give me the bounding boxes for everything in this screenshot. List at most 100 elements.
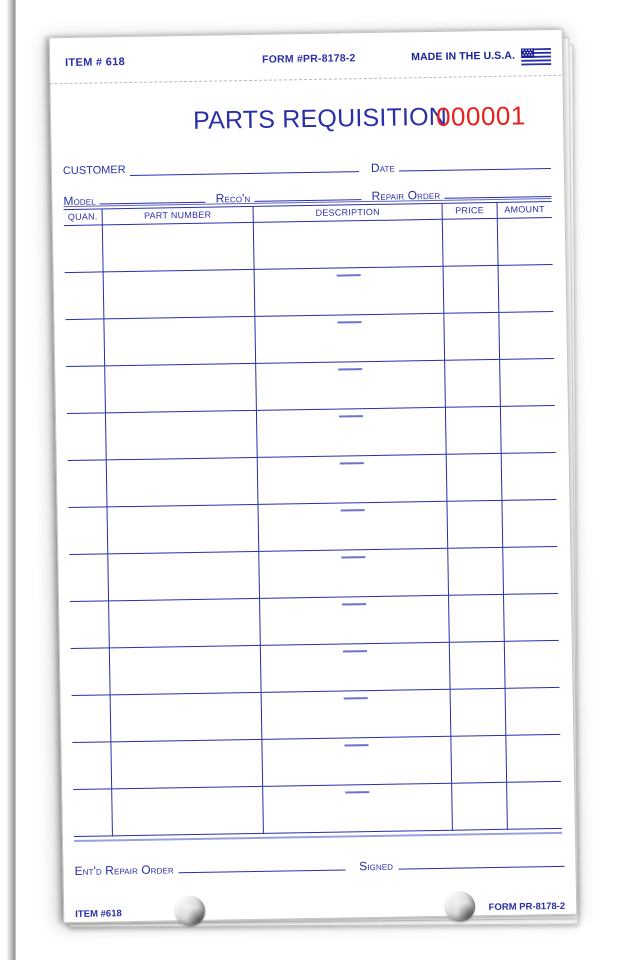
cell-price[interactable] [442, 218, 499, 267]
cell-description[interactable] [257, 501, 448, 552]
cell-description[interactable] [261, 736, 452, 787]
header-item-number: ITEM # 618 [65, 56, 126, 70]
cell-part-number[interactable] [107, 551, 260, 601]
description-dash [344, 744, 369, 747]
cell-part-number[interactable] [111, 786, 264, 836]
description-dash [345, 791, 370, 794]
cell-price[interactable] [445, 406, 502, 455]
table-row [70, 640, 560, 696]
cell-quan[interactable] [65, 318, 105, 367]
table-row [73, 781, 562, 837]
cell-description[interactable] [253, 219, 444, 270]
cell-amount[interactable] [501, 499, 558, 548]
description-dash [339, 462, 364, 465]
cell-quan[interactable] [68, 506, 108, 555]
cell-quan[interactable] [66, 412, 107, 461]
date-label: Date [370, 160, 396, 175]
table-row [68, 499, 558, 555]
repair-order-input[interactable] [444, 185, 552, 199]
cell-amount[interactable] [505, 734, 562, 783]
cell-description[interactable] [255, 360, 446, 411]
cell-description[interactable] [262, 783, 453, 834]
cell-part-number[interactable] [105, 410, 258, 460]
cell-price[interactable] [451, 782, 508, 831]
parts-table: QUAN. PART NUMBER DESCRIPTION PRICE AMOU… [63, 201, 562, 837]
cell-description[interactable] [257, 454, 447, 505]
cell-price[interactable] [450, 735, 507, 784]
column-header-quan: QUAN. [63, 209, 103, 226]
table-row [65, 311, 555, 367]
cell-quan[interactable] [64, 271, 104, 320]
cell-part-number[interactable] [110, 692, 262, 742]
customer-input[interactable] [129, 161, 359, 176]
cell-price[interactable] [448, 594, 505, 643]
cell-amount[interactable] [505, 687, 561, 736]
cell-description[interactable] [254, 313, 445, 364]
cell-price[interactable] [447, 547, 504, 596]
cell-quan[interactable] [66, 365, 106, 414]
cell-amount[interactable] [499, 358, 555, 407]
table-row [64, 264, 554, 320]
cell-amount[interactable] [506, 781, 562, 830]
cell-description[interactable] [260, 642, 451, 693]
cell-quan[interactable] [70, 600, 110, 649]
cell-quan[interactable] [73, 788, 113, 837]
cell-part-number[interactable] [103, 269, 255, 319]
cell-description[interactable] [259, 595, 450, 646]
cell-part-number[interactable] [109, 645, 262, 695]
cell-quan[interactable] [69, 553, 109, 602]
cell-part-number[interactable] [104, 363, 257, 413]
cell-amount[interactable] [504, 640, 560, 689]
table-row [69, 546, 558, 602]
cell-price[interactable] [446, 453, 502, 502]
description-dash [340, 509, 365, 512]
cell-quan[interactable] [71, 694, 111, 743]
description-dash [343, 697, 368, 700]
cell-description[interactable] [261, 689, 451, 740]
cell-description[interactable] [256, 407, 447, 458]
description-dash [338, 368, 363, 371]
date-input[interactable] [398, 157, 551, 172]
cell-part-number[interactable] [102, 222, 255, 272]
table-row [66, 358, 555, 414]
left-edge-shadow [0, 0, 16, 960]
cell-price[interactable] [450, 688, 506, 737]
cell-part-number[interactable] [103, 316, 256, 366]
cell-amount[interactable] [497, 217, 553, 266]
cell-amount[interactable] [502, 546, 558, 595]
cell-amount[interactable] [503, 593, 559, 642]
form-topbar: ITEM # 618 FORM #PR-8178-2 MADE IN THE U… [49, 29, 562, 83]
cell-price[interactable] [443, 265, 499, 314]
cell-amount[interactable] [500, 405, 556, 454]
recon-input[interactable] [254, 189, 362, 202]
cell-amount[interactable] [498, 264, 554, 313]
cell-price[interactable] [443, 312, 500, 361]
model-input[interactable] [99, 191, 206, 205]
cell-amount[interactable] [501, 452, 557, 501]
cell-amount[interactable] [498, 311, 555, 360]
cell-part-number[interactable] [108, 598, 261, 648]
cell-part-number[interactable] [107, 504, 259, 554]
cell-quan[interactable] [63, 224, 104, 273]
cell-quan[interactable] [70, 647, 111, 696]
description-dash [337, 321, 362, 324]
entd-repair-order-label: Ent'd Repair Order [74, 862, 174, 878]
cell-price[interactable] [446, 500, 503, 549]
table-body [63, 217, 562, 837]
cell-part-number[interactable] [106, 457, 258, 507]
requisition-form: ITEM # 618 FORM #PR-8178-2 MADE IN THE U… [49, 29, 576, 927]
entd-repair-order-input[interactable] [178, 859, 346, 874]
signed-input[interactable] [397, 855, 565, 870]
cell-description[interactable] [258, 548, 449, 599]
customer-date-row: CUSTOMER Date [63, 153, 551, 177]
cell-quan[interactable] [67, 459, 108, 508]
cell-part-number[interactable] [110, 739, 263, 789]
cell-price[interactable] [449, 641, 506, 690]
description-dash [342, 650, 367, 653]
footer-ids: ITEM #618 FORM PR-8178-2 [75, 901, 565, 920]
cell-price[interactable] [444, 359, 501, 408]
page-title: PARTS REQUISITION [192, 102, 448, 135]
cell-quan[interactable] [72, 741, 112, 790]
cell-description[interactable] [254, 266, 444, 317]
table-row [72, 734, 562, 790]
